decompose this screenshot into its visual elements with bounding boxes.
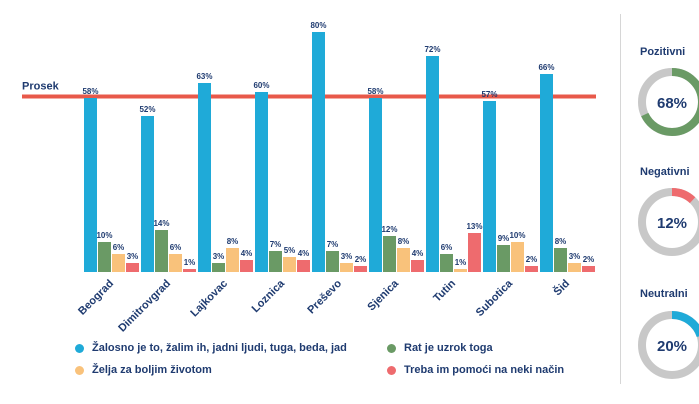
bar-label-sid-s3: 3% [569, 252, 581, 261]
legend-label-zelja: Želja za boljim životom [92, 364, 212, 376]
bar-label-presevo-s4: 2% [355, 255, 367, 264]
bar-chart: Prosek 58%10%6%3%Beograd52%14%6%1%Dimitro… [22, 21, 596, 335]
bar-label-dimitrovgrad-s3: 6% [170, 243, 182, 252]
legend-swatch-zalosno [75, 343, 84, 353]
bar-dimitrovgrad-s3 [169, 254, 182, 272]
legend-label-zalosno: Žalosno je to, žalim ih, jadni ljudi, tu… [92, 342, 347, 354]
bar-subotica-s3 [511, 242, 524, 272]
bar-label-tutin-s1: 72% [424, 45, 440, 54]
bar-label-sjenica-s3: 8% [398, 237, 410, 246]
bar-loznica-s3 [283, 257, 296, 272]
bar-label-beograd-s2: 10% [96, 231, 112, 240]
bar-lajkovac-s1 [198, 83, 211, 272]
legend-item-rat: Rat je uzrok toga [387, 342, 493, 354]
bar-beograd-s4 [126, 263, 139, 272]
bar-subotica-s4 [525, 266, 538, 272]
bar-lajkovac-s3 [226, 248, 239, 272]
bar-lajkovac-s2 [212, 263, 225, 272]
bar-label-loznica-s2: 7% [270, 240, 282, 249]
bar-label-lajkovac-s2: 3% [213, 252, 225, 261]
bar-sid-s3 [568, 263, 581, 272]
bar-label-sid-s4: 2% [583, 255, 595, 264]
legend-swatch-rat [387, 343, 396, 353]
donut-value-neutralni: 20% [657, 338, 687, 355]
donut-title-neutralni: Neutralni [640, 288, 688, 300]
bar-label-subotica-s1: 57% [481, 90, 497, 99]
reference-line-label: Prosek [22, 81, 60, 93]
donut-arc-pozitivni [638, 68, 699, 136]
bar-label-beograd-s1: 58% [82, 87, 98, 96]
bar-label-lajkovac-s4: 4% [241, 249, 253, 258]
bar-label-tutin-s3: 1% [455, 258, 467, 267]
bar-label-loznica-s1: 60% [253, 81, 269, 90]
bar-loznica-s2 [269, 251, 282, 272]
bar-presevo-s4 [354, 266, 367, 272]
bar-label-dimitrovgrad-s2: 14% [153, 219, 169, 228]
donut-value-negativni: 12% [657, 215, 687, 232]
bar-label-presevo-s2: 7% [327, 240, 339, 249]
bar-loznica-s1 [255, 92, 268, 272]
bar-subotica-s2 [497, 245, 510, 272]
bar-label-loznica-s4: 4% [298, 249, 310, 258]
bar-dimitrovgrad-s1 [141, 116, 154, 272]
bar-sjenica-s4 [411, 260, 424, 272]
bar-label-subotica-s2: 9% [498, 234, 510, 243]
bar-sjenica-s1 [369, 98, 382, 272]
bar-tutin-s2 [440, 254, 453, 272]
bar-label-loznica-s3: 5% [284, 246, 296, 255]
bar-label-beograd-s4: 3% [127, 252, 139, 261]
donut-title-negativni: Negativni [640, 166, 690, 178]
legend-label-pomoc: Treba im pomoći na neki način [404, 364, 565, 376]
panel-divider [620, 14, 621, 384]
legend-item-zalosno: Žalosno je to, žalim ih, jadni ljudi, tu… [75, 342, 347, 354]
bar-presevo-s2 [326, 251, 339, 272]
legend-label-rat: Rat je uzrok toga [404, 342, 493, 354]
bar-tutin-s3 [454, 269, 467, 272]
bar-label-dimitrovgrad-s1: 52% [139, 105, 155, 114]
bar-tutin-s4 [468, 233, 481, 272]
legend-swatch-zelja [75, 365, 84, 375]
bar-label-sid-s1: 66% [538, 63, 554, 72]
bar-dimitrovgrad-s2 [155, 230, 168, 272]
bar-sid-s1 [540, 74, 553, 272]
bar-tutin-s1 [426, 56, 439, 272]
bar-label-presevo-s1: 80% [310, 21, 326, 30]
chart-legend: Žalosno je to, žalim ih, jadni ljudi, tu… [75, 340, 615, 400]
bar-label-sid-s2: 8% [555, 237, 567, 246]
bar-label-sjenica-s1: 58% [367, 87, 383, 96]
bar-beograd-s1 [84, 98, 97, 272]
bar-label-presevo-s3: 3% [341, 252, 353, 261]
bar-sjenica-s2 [383, 236, 396, 272]
bar-beograd-s3 [112, 254, 125, 272]
bar-label-lajkovac-s1: 63% [196, 72, 212, 81]
donut-arc-negativni [638, 188, 699, 256]
bar-loznica-s4 [297, 260, 310, 272]
legend-item-pomoc: Treba im pomoći na neki način [387, 364, 564, 376]
donut-arc-neutralni [638, 311, 699, 379]
bar-sid-s2 [554, 248, 567, 272]
donut-value-pozitivni: 68% [657, 95, 687, 112]
bar-lajkovac-s4 [240, 260, 253, 272]
bar-label-tutin-s2: 6% [441, 243, 453, 252]
bar-label-subotica-s4: 2% [526, 255, 538, 264]
bar-presevo-s3 [340, 263, 353, 272]
bar-label-dimitrovgrad-s4: 1% [184, 258, 196, 267]
legend-item-zelja: Želja za boljim životom [75, 364, 212, 376]
bar-label-lajkovac-s3: 8% [227, 237, 239, 246]
legend-swatch-pomoc [387, 365, 396, 375]
bar-subotica-s1 [483, 101, 496, 272]
bar-dimitrovgrad-s4 [183, 269, 196, 272]
bar-presevo-s1 [312, 32, 325, 272]
bar-sid-s4 [582, 266, 595, 272]
donut-title-pozitivni: Pozitivni [640, 46, 686, 58]
bar-label-subotica-s3: 10% [509, 231, 525, 240]
bar-sjenica-s3 [397, 248, 410, 272]
bar-label-sjenica-s4: 4% [412, 249, 424, 258]
bar-label-tutin-s4: 13% [466, 222, 482, 231]
bar-beograd-s2 [98, 242, 111, 272]
bar-label-sjenica-s2: 12% [381, 225, 397, 234]
bar-label-beograd-s3: 6% [113, 243, 125, 252]
